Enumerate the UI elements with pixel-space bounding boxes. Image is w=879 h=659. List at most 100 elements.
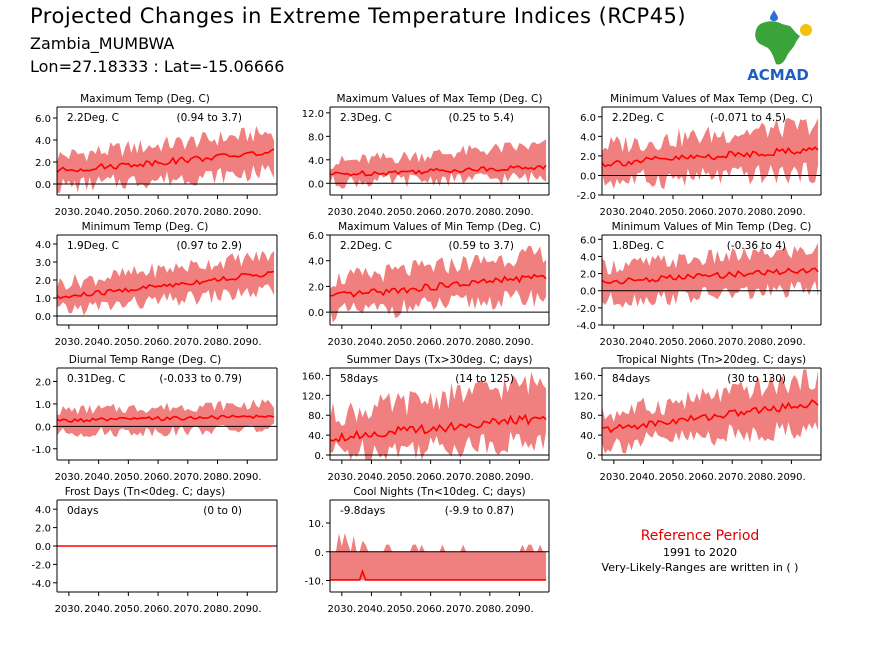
x-tick-label-tropical-nights-tn-20deg-c-days: 2060. xyxy=(688,472,717,483)
x-tick-label-summer-days-tx-30deg-c-days: 2040. xyxy=(357,472,386,483)
summary-maximum-temp-deg-c: 2.2Deg. C xyxy=(67,112,119,124)
median-summer-days-tx-30deg-c-days xyxy=(329,413,547,443)
band-minimum-temp-deg-c xyxy=(57,250,275,316)
panel-title-minimum-values-of-max-temp-deg-c: Minimum Values of Max Temp (Deg. C) xyxy=(610,93,813,105)
reference-period-years: 1991 to 2020 xyxy=(662,546,738,559)
range-minimum-values-of-min-temp-deg-c: (-0.36 to 4) xyxy=(727,240,786,252)
x-tick-label-minimum-values-of-max-temp-deg-c: 2030. xyxy=(600,207,629,218)
y-tick-label-minimum-temp-deg-c: 4.0 xyxy=(35,240,51,251)
band-maximum-values-of-min-temp-deg-c xyxy=(330,245,547,323)
y-tick-label-tropical-nights-tn-20deg-c-days: 0. xyxy=(586,451,596,462)
y-tick-label-summer-days-tx-30deg-c-days: 120. xyxy=(302,391,324,402)
range-maximum-temp-deg-c: (0.94 to 3.7) xyxy=(177,112,243,124)
y-tick-label-diurnal-temp-range-deg-c: 1.0 xyxy=(35,400,51,411)
x-tick-label-diurnal-temp-range-deg-c: 2050. xyxy=(114,472,143,483)
location-label: Zambia_MUMBWA xyxy=(30,34,175,53)
y-tick-label-minimum-values-of-min-temp-deg-c: 2.0 xyxy=(580,270,596,281)
y-tick-label-diurnal-temp-range-deg-c: -1.0 xyxy=(31,445,51,456)
x-tick-label-cool-nights-tn-10deg-c-days: 2090. xyxy=(505,604,534,615)
x-tick-label-maximum-values-of-min-temp-deg-c: 2030. xyxy=(328,337,357,348)
summary-tropical-nights-tn-20deg-c-days: 84days xyxy=(612,373,650,385)
reference-period-box: Reference Period 1991 to 2020 Very-Likel… xyxy=(560,528,840,574)
acmad-logo: ACMAD xyxy=(747,10,812,84)
y-tick-label-maximum-temp-deg-c: 4.0 xyxy=(35,136,51,147)
band-summer-days-tx-30deg-c-days xyxy=(330,371,547,460)
x-tick-label-maximum-values-of-min-temp-deg-c: 2090. xyxy=(505,337,534,348)
x-tick-label-cool-nights-tn-10deg-c-days: 2050. xyxy=(387,604,416,615)
x-tick-label-diurnal-temp-range-deg-c: 2060. xyxy=(144,472,173,483)
y-tick-label-minimum-temp-deg-c: 0.0 xyxy=(35,312,51,323)
y-tick-label-maximum-values-of-min-temp-deg-c: 6.0 xyxy=(308,231,324,242)
x-tick-label-maximum-values-of-max-temp-deg-c: 2090. xyxy=(505,207,534,218)
summary-frost-days-tn-0deg-c-days: 0days xyxy=(67,505,98,517)
y-tick-label-maximum-values-of-max-temp-deg-c: 4.0 xyxy=(308,156,324,167)
logo-text: ACMAD xyxy=(747,66,809,84)
x-tick-label-maximum-temp-deg-c: 2070. xyxy=(173,207,202,218)
x-tick-label-summer-days-tx-30deg-c-days: 2050. xyxy=(387,472,416,483)
range-summer-days-tx-30deg-c-days: (14 to 125) xyxy=(455,373,514,385)
y-tick-label-minimum-temp-deg-c: 3.0 xyxy=(35,258,51,269)
range-frost-days-tn-0deg-c-days: (0 to 0) xyxy=(203,505,242,517)
x-tick-label-minimum-values-of-min-temp-deg-c: 2070. xyxy=(718,337,747,348)
panel-title-tropical-nights-tn-20deg-c-days: Tropical Nights (Tn>20deg. C; days) xyxy=(616,354,806,366)
y-tick-label-minimum-values-of-max-temp-deg-c: -2.0 xyxy=(576,191,596,202)
panel-title-cool-nights-tn-10deg-c-days: Cool Nights (Tn<10deg. C; days) xyxy=(353,486,525,498)
summary-summer-days-tx-30deg-c-days: 58days xyxy=(340,373,378,385)
x-tick-label-minimum-values-of-max-temp-deg-c: 2060. xyxy=(688,207,717,218)
x-tick-label-maximum-values-of-min-temp-deg-c: 2040. xyxy=(357,337,386,348)
x-tick-label-cool-nights-tn-10deg-c-days: 2070. xyxy=(446,604,475,615)
y-tick-label-summer-days-tx-30deg-c-days: 40. xyxy=(308,431,324,442)
reference-period-note: Very-Likely-Ranges are written in ( ) xyxy=(601,561,799,574)
band-maximum-temp-deg-c xyxy=(57,125,275,193)
x-tick-label-frost-days-tn-0deg-c-days: 2090. xyxy=(233,604,262,615)
x-tick-label-diurnal-temp-range-deg-c: 2070. xyxy=(173,472,202,483)
y-tick-label-maximum-values-of-min-temp-deg-c: 0.0 xyxy=(308,308,324,319)
sun-icon xyxy=(800,24,812,36)
x-tick-label-minimum-temp-deg-c: 2050. xyxy=(114,337,143,348)
median-tropical-nights-tn-20deg-c-days xyxy=(601,398,819,434)
y-tick-label-tropical-nights-tn-20deg-c-days: 120. xyxy=(574,391,596,402)
x-tick-label-frost-days-tn-0deg-c-days: 2060. xyxy=(144,604,173,615)
y-tick-label-minimum-values-of-min-temp-deg-c: 0.0 xyxy=(580,287,596,298)
x-tick-label-diurnal-temp-range-deg-c: 2030. xyxy=(55,472,84,483)
y-tick-label-minimum-values-of-min-temp-deg-c: -4.0 xyxy=(576,321,596,332)
median-minimum-temp-deg-c xyxy=(56,270,275,300)
x-tick-label-tropical-nights-tn-20deg-c-days: 2090. xyxy=(777,472,806,483)
y-tick-label-minimum-temp-deg-c: 2.0 xyxy=(35,276,51,287)
panel-title-maximum-temp-deg-c: Maximum Temp (Deg. C) xyxy=(80,93,210,105)
x-tick-label-tropical-nights-tn-20deg-c-days: 2070. xyxy=(718,472,747,483)
x-tick-label-minimum-temp-deg-c: 2040. xyxy=(84,337,113,348)
y-tick-label-frost-days-tn-0deg-c-days: 4.0 xyxy=(35,505,51,516)
y-tick-label-minimum-values-of-max-temp-deg-c: 2.0 xyxy=(580,152,596,163)
y-tick-label-frost-days-tn-0deg-c-days: 2.0 xyxy=(35,524,51,535)
band-tropical-nights-tn-20deg-c-days xyxy=(602,369,819,454)
median-minimum-values-of-max-temp-deg-c xyxy=(601,146,819,168)
x-tick-label-minimum-temp-deg-c: 2080. xyxy=(203,337,232,348)
x-tick-label-maximum-values-of-max-temp-deg-c: 2040. xyxy=(357,207,386,218)
y-tick-label-minimum-values-of-min-temp-deg-c: 4.0 xyxy=(580,252,596,263)
x-tick-label-minimum-values-of-min-temp-deg-c: 2050. xyxy=(659,337,688,348)
africa-map-icon xyxy=(755,21,800,65)
band-maximum-values-of-max-temp-deg-c xyxy=(330,139,547,189)
x-tick-label-maximum-values-of-max-temp-deg-c: 2080. xyxy=(475,207,504,218)
median-minimum-values-of-min-temp-deg-c xyxy=(601,267,819,285)
x-tick-label-minimum-values-of-min-temp-deg-c: 2040. xyxy=(629,337,658,348)
x-tick-label-maximum-values-of-min-temp-deg-c: 2080. xyxy=(475,337,504,348)
x-tick-label-frost-days-tn-0deg-c-days: 2030. xyxy=(55,604,84,615)
x-tick-label-tropical-nights-tn-20deg-c-days: 2050. xyxy=(659,472,688,483)
x-tick-label-diurnal-temp-range-deg-c: 2040. xyxy=(84,472,113,483)
x-tick-label-cool-nights-tn-10deg-c-days: 2040. xyxy=(357,604,386,615)
summary-minimum-values-of-max-temp-deg-c: 2.2Deg. C xyxy=(612,112,664,124)
raindrop-icon xyxy=(770,10,778,21)
y-tick-label-minimum-values-of-max-temp-deg-c: 6.0 xyxy=(580,113,596,124)
x-tick-label-maximum-values-of-min-temp-deg-c: 2070. xyxy=(446,337,475,348)
x-tick-label-minimum-temp-deg-c: 2070. xyxy=(173,337,202,348)
x-tick-label-cool-nights-tn-10deg-c-days: 2030. xyxy=(328,604,357,615)
x-tick-label-frost-days-tn-0deg-c-days: 2050. xyxy=(114,604,143,615)
y-tick-label-diurnal-temp-range-deg-c: 0.0 xyxy=(35,422,51,433)
panel-title-minimum-temp-deg-c: Minimum Temp (Deg. C) xyxy=(82,221,209,233)
x-tick-label-summer-days-tx-30deg-c-days: 2030. xyxy=(328,472,357,483)
range-minimum-temp-deg-c: (0.97 to 2.9) xyxy=(177,240,243,252)
range-cool-nights-tn-10deg-c-days: (-9.9 to 0.87) xyxy=(445,505,514,517)
y-tick-label-tropical-nights-tn-20deg-c-days: 160. xyxy=(574,371,596,382)
